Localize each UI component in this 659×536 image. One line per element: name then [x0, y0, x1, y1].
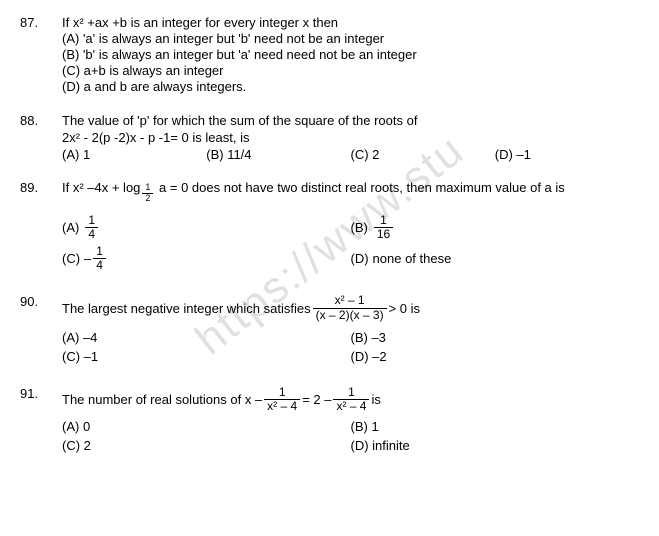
stem-post: > 0 is [389, 301, 420, 316]
rational-expr: x² – 1 (x – 2)(x – 3) [313, 294, 387, 321]
option-a: (A) –4 [62, 330, 351, 345]
stem-pre: If x² –4x + log [62, 180, 140, 195]
stem-line: 2x² - 2(p -2)x - p -1= 0 is least, is [62, 130, 639, 145]
neg-sign: – [84, 251, 91, 266]
option-a: (A) 14 [62, 214, 351, 241]
option-c: (C) 2 [351, 147, 495, 162]
stem-mid: = 2 – [302, 392, 331, 407]
question-89: 89. If x² –4x + log12 a = 0 does not hav… [20, 180, 639, 276]
question-number: 88. [20, 113, 62, 162]
question-90: 90. The largest negative integer which s… [20, 294, 639, 367]
question-body: The value of 'p' for which the sum of th… [62, 113, 639, 162]
option-d: (D) –1 [495, 147, 639, 162]
option-a: (A) 0 [62, 419, 351, 434]
stem-pre: The largest negative integer which satis… [62, 301, 311, 316]
option-d: (D) none of these [351, 245, 640, 272]
option-c: (C) – 14 [62, 245, 351, 272]
frac-2: 1 x² – 4 [333, 386, 369, 413]
option-c: (C) 2 [62, 438, 351, 453]
option-c: (C) a+b is always an integer [62, 63, 639, 78]
stem-pre: The number of real solutions of x – [62, 392, 262, 407]
question-body: The largest negative integer which satis… [62, 294, 639, 367]
option-c: (C) –1 [62, 349, 351, 364]
option-b: (B) 1 [351, 419, 640, 434]
log-base: 12 [140, 188, 155, 198]
question-body: The number of real solutions of x – 1 x²… [62, 386, 639, 457]
stem-line: The value of 'p' for which the sum of th… [62, 113, 639, 128]
option-b: (B) 'b' is always an integer but 'a' nee… [62, 47, 639, 62]
stem-line: The largest negative integer which satis… [62, 294, 639, 321]
option-b: (B) 11/4 [206, 147, 350, 162]
stem-line: If x² –4x + log12 a = 0 does not have tw… [62, 180, 639, 204]
question-87: 87. If x² +ax +b is an integer for every… [20, 15, 639, 95]
stem-line: If x² +ax +b is an integer for every int… [62, 15, 639, 30]
question-88: 88. The value of 'p' for which the sum o… [20, 113, 639, 162]
question-number: 87. [20, 15, 62, 95]
question-number: 90. [20, 294, 62, 367]
option-a: (A) 'a' is always an integer but 'b' nee… [62, 31, 639, 46]
option-a: (A) 1 [62, 147, 206, 162]
question-body: If x² –4x + log12 a = 0 does not have tw… [62, 180, 639, 276]
question-number: 89. [20, 180, 62, 276]
option-d: (D) a and b are always integers. [62, 79, 639, 94]
frac-1: 1 x² – 4 [264, 386, 300, 413]
option-d: (D) –2 [351, 349, 640, 364]
question-body: If x² +ax +b is an integer for every int… [62, 15, 639, 95]
option-b: (B) –3 [351, 330, 640, 345]
question-91: 91. The number of real solutions of x – … [20, 386, 639, 457]
stem-line: The number of real solutions of x – 1 x²… [62, 386, 639, 413]
question-number: 91. [20, 386, 62, 457]
option-d: (D) infinite [351, 438, 640, 453]
option-b: (B) 116 [351, 214, 640, 241]
stem-post: a = 0 does not have two distinct real ro… [155, 180, 564, 195]
stem-post: is [371, 392, 380, 407]
